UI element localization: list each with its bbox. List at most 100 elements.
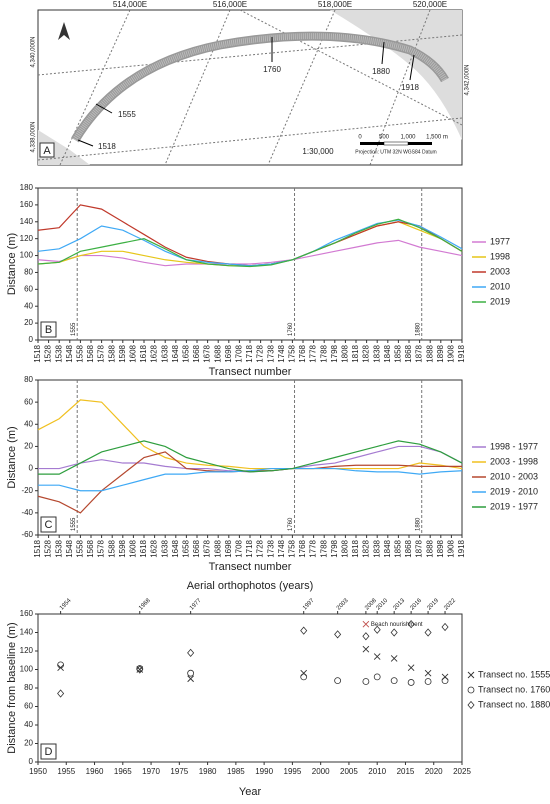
y-tick-label: 120 bbox=[20, 234, 34, 243]
pointer bbox=[409, 54, 415, 81]
reference-label: 1555 bbox=[71, 322, 77, 336]
y-tick-label: 180 bbox=[20, 183, 34, 192]
series-line bbox=[37, 451, 462, 514]
legend-label: 2003 - 1998 bbox=[490, 456, 538, 466]
x-tick-label: 1808 bbox=[341, 344, 350, 362]
x-tick-label: 1658 bbox=[182, 344, 191, 362]
scale-ratio: 1:30,000 bbox=[302, 147, 334, 156]
scale-label: 0 bbox=[358, 135, 362, 141]
top-tick-label: 1977 bbox=[189, 597, 203, 611]
x-tick-label: 1758 bbox=[288, 539, 297, 557]
y-axis-label: Distance (m) bbox=[6, 426, 18, 488]
x-tick-label: 1748 bbox=[277, 344, 286, 362]
y-tick-label: 60 bbox=[24, 284, 33, 293]
easting: 518,000E bbox=[318, 0, 352, 9]
point bbox=[334, 677, 342, 684]
legend-label: 2019 bbox=[490, 296, 510, 306]
point bbox=[390, 655, 398, 662]
x-tick-label: 1518 bbox=[33, 539, 42, 557]
x-tick-label: 1698 bbox=[224, 539, 233, 557]
panel-letter: A bbox=[43, 145, 51, 157]
x-tick-label: 1708 bbox=[235, 344, 244, 362]
x-tick-label: 1788 bbox=[319, 344, 328, 362]
x-tick-label: 1768 bbox=[298, 539, 307, 557]
legend-label: 1977 bbox=[490, 236, 510, 246]
y-tick-label: 40 bbox=[24, 720, 33, 729]
y-tick-label: 20 bbox=[24, 739, 33, 748]
x-tick-label: 1828 bbox=[362, 344, 371, 362]
panel-letter: B bbox=[45, 324, 52, 336]
point bbox=[373, 653, 381, 660]
point bbox=[136, 666, 144, 673]
x-tick-label: 1878 bbox=[415, 344, 424, 362]
point bbox=[441, 673, 449, 681]
x-tick-label: 1918 bbox=[457, 539, 466, 557]
x-tick-label: 1548 bbox=[65, 344, 74, 362]
x-tick-label: 1838 bbox=[372, 344, 381, 362]
series-line bbox=[38, 440, 463, 475]
panel-box bbox=[40, 743, 57, 760]
y-tick-label: 80 bbox=[24, 375, 33, 384]
x-tick-label: 1538 bbox=[54, 539, 63, 557]
y-tick-label: 40 bbox=[24, 419, 33, 428]
point bbox=[441, 677, 449, 684]
x-tick-label: 1628 bbox=[150, 539, 159, 557]
point bbox=[407, 620, 415, 629]
x-tick-label: 2025 bbox=[453, 767, 471, 776]
panel-box bbox=[40, 516, 57, 533]
y-tick-label: 0 bbox=[29, 335, 34, 344]
legend-label: 2019 - 1977 bbox=[490, 501, 538, 511]
x-tick-label: 1980 bbox=[199, 767, 217, 776]
y-tick-label: 120 bbox=[20, 646, 34, 655]
scale-bar bbox=[383, 141, 409, 146]
y-tick-label: -60 bbox=[21, 530, 33, 539]
y-tick-label: 60 bbox=[24, 702, 33, 711]
y-tick-label: 100 bbox=[20, 251, 34, 260]
x-tick-label: 1798 bbox=[330, 539, 339, 557]
transect-label: 1555 bbox=[118, 110, 136, 119]
point bbox=[362, 645, 370, 653]
reference-label: 1760 bbox=[288, 517, 294, 531]
x-tick-label: 1758 bbox=[288, 344, 297, 362]
x-tick-label: 1995 bbox=[284, 767, 302, 776]
series-line bbox=[37, 218, 463, 268]
top-tick-label: 1997 bbox=[302, 597, 316, 611]
x-tick-label: 1848 bbox=[383, 344, 392, 362]
transect-label: 1918 bbox=[401, 83, 419, 92]
legend-label: 2019 - 2010 bbox=[490, 486, 538, 496]
y-tick-label: 20 bbox=[24, 318, 33, 327]
x-tick-label: 1748 bbox=[277, 539, 286, 557]
x-tick-label: 1548 bbox=[65, 539, 74, 557]
x-tick-label: 1985 bbox=[227, 767, 245, 776]
x-tick-label: 1588 bbox=[107, 539, 116, 557]
panel-box bbox=[39, 142, 55, 158]
series-line bbox=[37, 204, 463, 267]
top-tick-label: 2013 bbox=[392, 597, 406, 611]
legend-label: 1998 - 1977 bbox=[490, 441, 538, 451]
x-tick-label: 1888 bbox=[425, 344, 434, 362]
easting: 520,000E bbox=[413, 0, 447, 9]
legend-label: Transect no. 1555 bbox=[478, 669, 550, 679]
series-line bbox=[37, 221, 463, 267]
top-axis-label: Aerial orthophotos (years) bbox=[187, 580, 314, 592]
point bbox=[390, 677, 398, 684]
x-tick-label: 1578 bbox=[97, 344, 106, 362]
point bbox=[334, 630, 342, 639]
x-tick-label: 1778 bbox=[309, 344, 318, 362]
series-line bbox=[37, 239, 463, 267]
x-tick-label: 1708 bbox=[235, 539, 244, 557]
x-tick-label: 1678 bbox=[203, 539, 212, 557]
top-tick-label: 1954 bbox=[59, 597, 73, 611]
top-tick-label: 2022 bbox=[443, 597, 457, 611]
x-tick-label: 2015 bbox=[397, 767, 415, 776]
point bbox=[441, 622, 449, 632]
y-tick-label: 0 bbox=[29, 464, 34, 473]
x-tick-label: 1918 bbox=[457, 344, 466, 362]
legend-label: Transect no. 1880 bbox=[478, 699, 550, 709]
x-tick-label: 1868 bbox=[404, 344, 413, 362]
northing: 4,338,000N bbox=[31, 121, 37, 152]
grid bbox=[37, 9, 463, 166]
top-tick-label: 2016 bbox=[409, 597, 423, 611]
x-tick-label: 1598 bbox=[118, 539, 127, 557]
